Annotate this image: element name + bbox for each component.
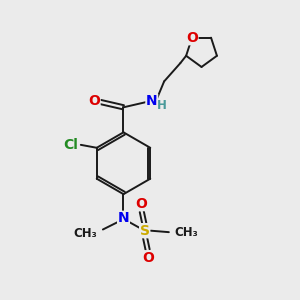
Text: H: H (157, 99, 167, 112)
Text: Cl: Cl (64, 138, 79, 152)
Text: O: O (186, 31, 198, 45)
Text: N: N (118, 211, 129, 225)
Text: N: N (146, 94, 158, 108)
Text: CH₃: CH₃ (74, 226, 98, 239)
Text: CH₃: CH₃ (175, 226, 199, 238)
Text: O: O (142, 251, 154, 265)
Text: S: S (140, 224, 150, 238)
Text: O: O (88, 94, 100, 108)
Text: O: O (135, 196, 147, 211)
